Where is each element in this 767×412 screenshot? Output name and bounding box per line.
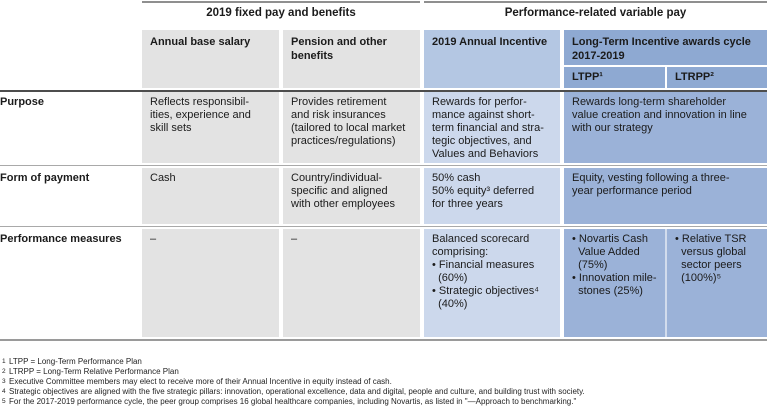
- group-header-row: 2019 fixed pay and benefits Performance-…: [0, 1, 767, 28]
- table-row-purpose: Purpose Reflects responsibil- ities, exp…: [0, 92, 767, 163]
- row-label-form-of-payment: Form of payment: [0, 172, 90, 184]
- cell-measures-pension: –: [283, 229, 420, 337]
- row-label-performance-measures: Performance measures: [0, 233, 122, 245]
- footnote-5: 5 For the 2017-2019 performance cycle, t…: [0, 397, 767, 407]
- footnote-text: LTPP = Long-Term Performance Plan: [9, 357, 142, 366]
- cell-measures-base-salary: –: [142, 229, 279, 337]
- lti-subheader-row: LTPP¹ LTRPP²: [564, 65, 767, 88]
- footnote-marker: 4: [2, 388, 6, 395]
- cell-form-pension: Country/individual- specific and aligned…: [283, 168, 420, 224]
- footnote-text: Executive Committee members may elect to…: [9, 377, 392, 386]
- row-divider: [0, 165, 767, 166]
- cell-purpose-base-salary: Reflects responsibil- ities, experience …: [142, 92, 279, 163]
- table-row-performance-measures: Performance measures – – Balanced scorec…: [0, 229, 767, 337]
- column-header-lti: Long-Term Incentive awards cycle 2017-20…: [572, 36, 751, 62]
- cell-form-base-salary: Cash: [142, 168, 279, 224]
- footnote-text: LTRPP = Long-Term Relative Performance P…: [9, 367, 179, 376]
- row-label-purpose: Purpose: [0, 96, 45, 108]
- footnote-marker: 1: [2, 358, 6, 365]
- column-header-annual-incentive: 2019 Annual Incentive: [424, 30, 560, 88]
- table-row-form-of-payment: Form of payment Cash Country/individual-…: [0, 168, 767, 224]
- cell-purpose-lti: Rewards long-term shareholder value crea…: [564, 92, 767, 163]
- footnote-4: 4 Strategic objectives are aligned with …: [0, 387, 767, 397]
- ltpp-ltrpp-divider: [665, 67, 667, 88]
- footnotes: 1 LTPP = Long-Term Performance Plan 2 LT…: [0, 357, 767, 407]
- column-header-ltrpp: LTRPP²: [675, 71, 714, 83]
- cell-purpose-pension: Provides retirement and risk insurances …: [283, 92, 420, 163]
- ltpp-ltrpp-body-divider: [665, 229, 667, 337]
- row-divider: [0, 226, 767, 227]
- footnote-text: For the 2017-2019 performance cycle, the…: [9, 397, 577, 406]
- footnote-marker: 3: [2, 378, 6, 385]
- table-bottom-rule: [0, 339, 767, 341]
- footnote-3: 3 Executive Committee members may elect …: [0, 377, 767, 387]
- cell-measures-lti-group: • Novartis Cash Value Added (75%) • Inno…: [564, 229, 767, 337]
- cell-measures-annual-incentive: Balanced scorecard comprising: • Financi…: [424, 229, 560, 337]
- cell-form-annual-incentive: 50% cash 50% equity³ deferred for three …: [424, 168, 560, 224]
- column-header-spacer: [0, 30, 138, 88]
- footnote-marker: 5: [2, 398, 6, 405]
- column-header-lti-group: Long-Term Incentive awards cycle 2017-20…: [564, 30, 767, 88]
- column-header-pension: Pension and other benefits: [283, 30, 420, 88]
- group-header-fixed-pay: 2019 fixed pay and benefits: [142, 1, 420, 28]
- footnote-text: Strategic objectives are aligned with th…: [9, 387, 585, 396]
- cell-purpose-annual-incentive: Rewards for perfor- mance against short-…: [424, 92, 560, 163]
- group-header-variable-pay: Performance-related variable pay: [424, 1, 767, 28]
- footnote-1: 1 LTPP = Long-Term Performance Plan: [0, 357, 767, 367]
- header-rule: [0, 90, 767, 92]
- cell-measures-ltpp: • Novartis Cash Value Added (75%) • Inno…: [572, 233, 657, 297]
- footnote-marker: 2: [2, 368, 6, 375]
- cell-form-lti: Equity, vesting following a three- year …: [564, 168, 767, 224]
- column-header-row: Annual base salary Pension and other ben…: [0, 30, 767, 88]
- column-header-base-salary: Annual base salary: [142, 30, 279, 88]
- column-header-ltpp: LTPP¹: [572, 71, 603, 83]
- cell-measures-ltrpp: • Relative TSR versus global sector peer…: [675, 233, 747, 284]
- footnote-2: 2 LTRPP = Long-Term Relative Performance…: [0, 367, 767, 377]
